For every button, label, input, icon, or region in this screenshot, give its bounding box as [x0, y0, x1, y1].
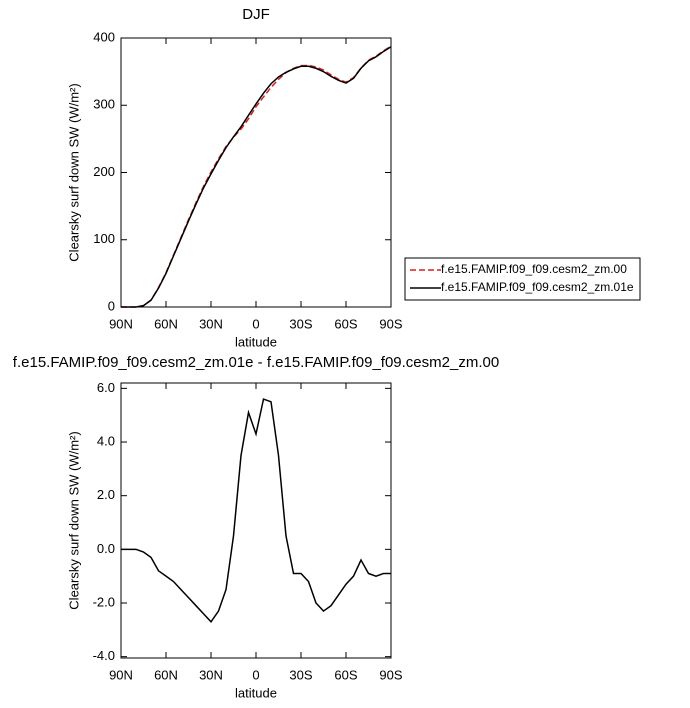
x-tick-label: 90S: [379, 667, 402, 682]
y-tick-label: 0.0: [97, 541, 115, 556]
legend-box: [404, 257, 641, 301]
x-axis-label: latitude: [235, 334, 277, 349]
legend-label: f.e15.FAMIP.f09_f09.cesm2_zm.01e: [441, 280, 634, 294]
x-tick-label: 60N: [154, 316, 178, 331]
y-tick-label: -4.0: [93, 648, 115, 663]
plot-frame: [120, 37, 392, 308]
y-tick-label: 300: [93, 97, 115, 112]
chart-title: f.e15.FAMIP.f09_f09.cesm2_zm.01e - f.e15…: [13, 354, 499, 371]
y-axis-label: Clearsky surf down SW (W/m²): [66, 431, 81, 609]
x-tick-label: 60S: [334, 316, 357, 331]
y-tick-label: 6.0: [97, 380, 115, 395]
series-line: [121, 45, 392, 308]
y-tick-label: -2.0: [93, 594, 115, 609]
x-tick-label: 30N: [199, 316, 223, 331]
y-tick-label: 200: [93, 164, 115, 179]
x-tick-label: 30S: [289, 667, 312, 682]
x-tick-label: 0: [252, 316, 259, 331]
x-tick-label: 90N: [109, 316, 133, 331]
y-tick-label: 400: [93, 29, 115, 44]
series-line: [121, 398, 391, 623]
x-tick-label: 90S: [379, 316, 402, 331]
chart-title: DJF: [242, 6, 270, 23]
y-axis-label: Clearsky surf down SW (W/m²): [66, 83, 81, 261]
plot-frame: [120, 382, 392, 659]
series-line: [121, 46, 392, 308]
x-tick-label: 90N: [109, 667, 133, 682]
x-axis-label: latitude: [235, 685, 277, 700]
x-tick-label: 60S: [334, 667, 357, 682]
x-tick-label: 30N: [199, 667, 223, 682]
x-tick-label: 30S: [289, 316, 312, 331]
legend-label: f.e15.FAMIP.f09_f09.cesm2_zm.00: [441, 262, 627, 276]
y-tick-label: 100: [93, 231, 115, 246]
x-tick-label: 0: [252, 667, 259, 682]
y-tick-label: 0: [108, 298, 115, 313]
y-tick-label: 2.0: [97, 487, 115, 502]
y-tick-label: 4.0: [97, 433, 115, 448]
x-tick-label: 60N: [154, 667, 178, 682]
